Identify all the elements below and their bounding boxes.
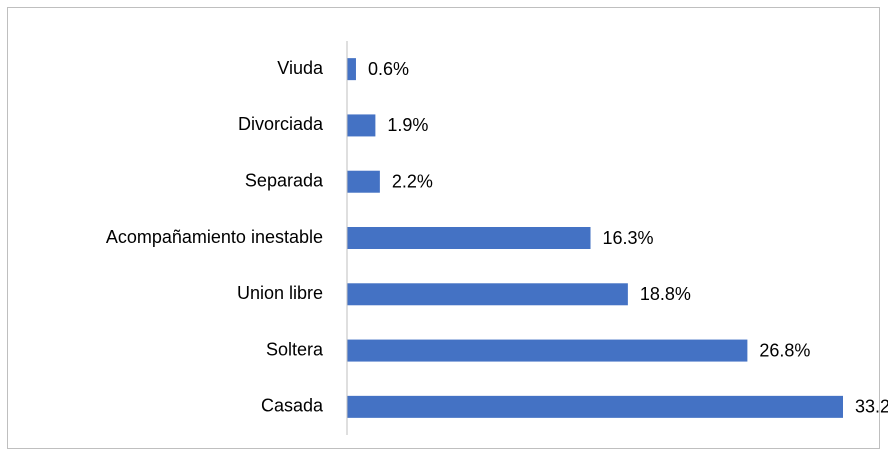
- bar: [347, 170, 380, 193]
- data-label: 18.8%: [640, 284, 691, 304]
- data-label: 33.2%: [855, 397, 888, 417]
- bar: [347, 283, 628, 306]
- y-tick-label: Casada: [261, 396, 324, 416]
- y-tick-label: Acompañamiento inestable: [106, 227, 323, 247]
- y-tick-label: Divorciada: [238, 114, 324, 134]
- bar: [347, 339, 748, 362]
- bar: [347, 114, 376, 137]
- bar: [347, 227, 591, 249]
- bar: [347, 395, 843, 418]
- data-label: 2.2%: [392, 171, 433, 191]
- y-tick-label: Viuda: [277, 58, 324, 78]
- data-label: 1.9%: [387, 115, 428, 135]
- data-label: 26.8%: [759, 340, 810, 360]
- bar: [347, 58, 356, 81]
- y-tick-label: Separada: [245, 170, 324, 190]
- data-label: 0.6%: [368, 59, 409, 79]
- y-tick-label: Union libre: [237, 283, 323, 303]
- y-tick-label: Soltera: [266, 339, 324, 359]
- data-label: 16.3%: [603, 228, 654, 248]
